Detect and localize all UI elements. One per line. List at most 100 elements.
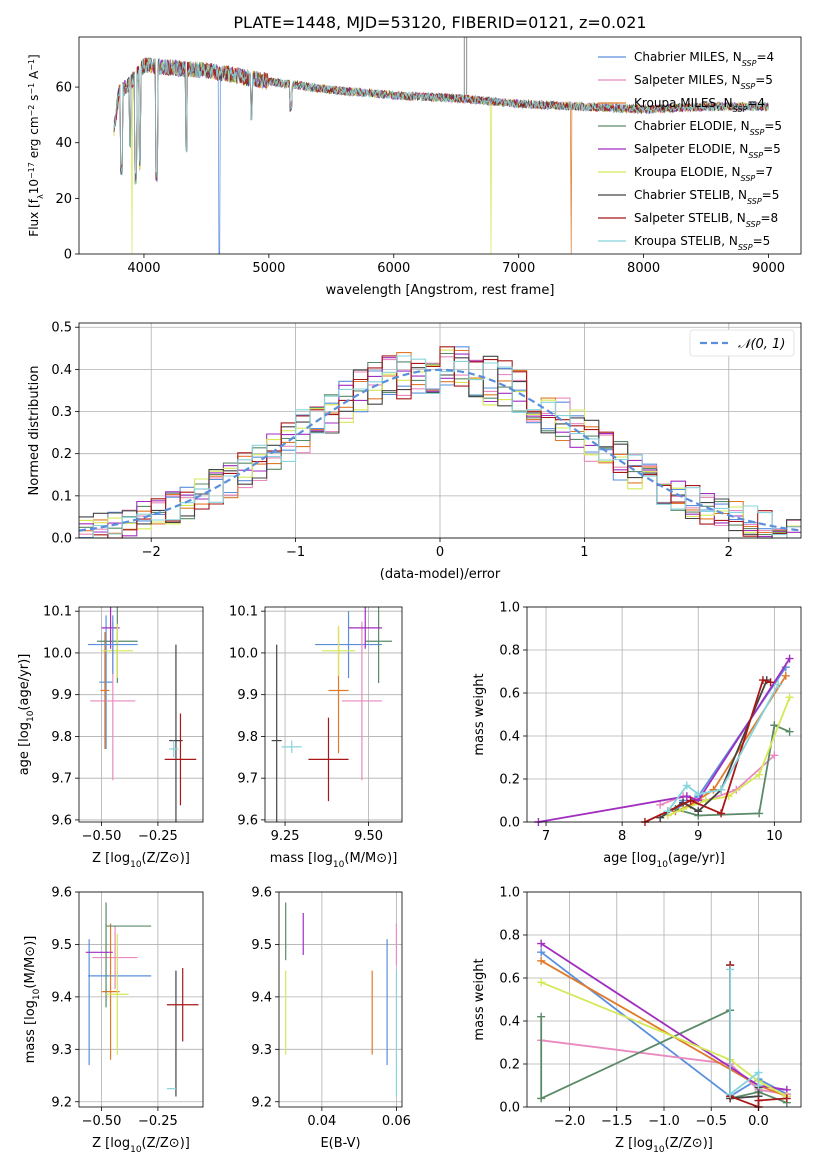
errorbar-point — [341, 621, 382, 781]
y-tick-label: 9.7 — [51, 772, 72, 787]
y-axis-label: mass weight — [472, 958, 487, 1040]
y-tick-label: 10.0 — [43, 646, 72, 661]
y-axis-label: age [log10(age/yr)] — [17, 654, 36, 776]
y-tick-label: 0.2 — [51, 447, 72, 462]
weight-marker — [656, 800, 665, 809]
legend-entry: Salpeter STELIB, NSSP=8 — [634, 211, 778, 229]
y-tick-label: 10.1 — [229, 605, 258, 620]
y-tick-label: 9.2 — [51, 1095, 72, 1110]
y-tick-label: 0.2 — [499, 1058, 520, 1073]
y-tick-label: 0.8 — [499, 644, 520, 659]
errorbar-point — [315, 611, 382, 678]
y-tick-label: 40 — [55, 136, 72, 151]
y-tick-label: 9.6 — [51, 813, 72, 828]
weight-marker — [537, 956, 546, 965]
x-tick-label: 9000 — [752, 261, 785, 276]
errorbar-point — [92, 926, 138, 990]
errorbar-point — [271, 644, 282, 822]
plot-area-mass-vs-Z — [85, 902, 199, 1097]
x-tick-label: 0.06 — [382, 1114, 411, 1129]
x-tick-label: 9 — [694, 829, 702, 844]
x-tick-label: 8 — [618, 829, 626, 844]
y-tick-label: 9.5 — [251, 938, 272, 953]
x-tick-label: −0.25 — [138, 1114, 178, 1129]
weight-marker — [663, 807, 672, 816]
y-axis-label: Normed distribution — [27, 366, 42, 496]
y-axis-label: mass [log10(M/M⊙)] — [23, 936, 42, 1064]
y-tick-label: 9.5 — [51, 938, 72, 953]
y-tick-label: 0.0 — [51, 532, 72, 547]
plot-area-weight-vs-Z — [537, 939, 791, 1111]
weight-line — [538, 658, 791, 823]
panel-mass-vs-Z: −0.50 −0.25 9.2 9.3 9.4 9.5 9.6 Z [log10(Z/Z⊙)]… — [23, 886, 204, 1155]
spectrum-line — [113, 57, 769, 185]
x-tick-label: 1 — [580, 545, 588, 560]
plot-area-spectrum — [113, 37, 769, 254]
x-tick-label: −0.5 — [695, 1114, 727, 1129]
errorbar-point — [101, 607, 120, 649]
errorbar-point — [365, 607, 392, 683]
weight-marker — [754, 1068, 763, 1077]
errorbar-point — [281, 740, 302, 754]
plot-area-residuals — [78, 346, 802, 539]
errorbar-point — [348, 607, 382, 649]
weight-marker — [754, 1081, 763, 1090]
legend-entry: Salpeter MILES, NSSP=5 — [634, 73, 773, 91]
y-tick-label: 0.6 — [499, 687, 520, 702]
errorbar-point — [321, 625, 356, 676]
y-tick-label: 1.0 — [499, 886, 520, 901]
weight-marker — [717, 785, 726, 794]
x-tick-label: 4000 — [127, 261, 160, 276]
weight-marker — [758, 676, 767, 685]
legend-box — [689, 329, 795, 357]
y-tick-label: 9.9 — [51, 688, 72, 703]
y-tick-label: 9.4 — [51, 990, 72, 1005]
axes-frame — [78, 606, 204, 823]
weight-marker — [682, 792, 691, 801]
weight-marker — [717, 809, 726, 818]
errorbar-point — [166, 968, 199, 1042]
errorbar-point — [106, 933, 129, 1055]
weight-marker — [785, 693, 794, 702]
weight-marker — [537, 1094, 546, 1103]
legend-entry: Chabrier ELODIE, NSSP=5 — [634, 119, 782, 137]
weight-line — [667, 696, 791, 817]
weight-marker — [785, 654, 794, 663]
weight-marker — [686, 796, 695, 805]
axes-frame — [264, 606, 403, 823]
x-tick-label: −1.5 — [601, 1114, 633, 1129]
y-tick-label: 9.7 — [237, 772, 258, 787]
x-tick-label: 7 — [542, 829, 550, 844]
y-tick-label: 9.8 — [237, 730, 258, 745]
legend-entry: Kroupa MILES, NSSP=4 — [634, 96, 765, 114]
y-tick-label: 0.8 — [499, 929, 520, 944]
x-axis-label: wavelength [Angstrom, rest frame] — [326, 283, 555, 298]
x-tick-label: −0.50 — [82, 1114, 122, 1129]
errorbar-point — [100, 632, 110, 749]
y-tick-label: 9.6 — [237, 813, 258, 828]
weight-line — [674, 666, 787, 810]
axes-frame — [526, 606, 802, 823]
plot-area-age-vs-mass — [271, 607, 392, 822]
y-tick-label: 0.1 — [51, 489, 72, 504]
x-tick-label: 0.04 — [307, 1114, 336, 1129]
y-tick-label: 0.2 — [499, 773, 520, 788]
y-axis-label: mass weight — [472, 673, 487, 755]
x-tick-label: 5000 — [252, 261, 285, 276]
panel-residuals: −2 −1 0 1 2 0.0 0.1 0.2 0.3 0.4 0.5 (data-model)/er… — [27, 321, 802, 582]
weight-marker — [770, 751, 779, 760]
weight-marker — [755, 809, 764, 818]
x-tick-label: 0.0 — [748, 1114, 769, 1129]
y-tick-label: 0.6 — [499, 972, 520, 987]
x-axis-label: age [log10(age/yr)] — [603, 851, 725, 870]
weight-marker — [537, 948, 546, 957]
axes-frame — [78, 36, 802, 255]
weight-marker — [694, 790, 703, 799]
figure-title: PLATE=1448, MJD=53120, FIBERID=0121, z=0… — [233, 13, 646, 32]
errorbar-point — [88, 615, 138, 674]
y-tick-label: 9.6 — [251, 886, 272, 901]
axes-frame — [278, 891, 403, 1108]
histogram-step — [79, 355, 801, 539]
weight-line — [659, 679, 768, 819]
